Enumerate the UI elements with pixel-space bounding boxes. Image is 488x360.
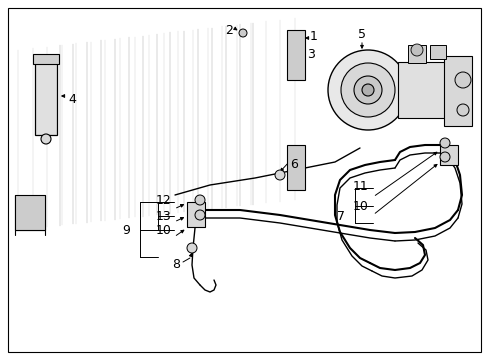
- Circle shape: [353, 76, 381, 104]
- Text: 2: 2: [224, 24, 232, 37]
- Circle shape: [195, 195, 204, 205]
- Circle shape: [274, 170, 285, 180]
- Text: 10: 10: [352, 200, 368, 213]
- Text: 4: 4: [68, 93, 76, 106]
- Text: 9: 9: [122, 224, 130, 237]
- Text: 1: 1: [309, 30, 317, 43]
- Polygon shape: [18, 18, 294, 230]
- Text: 7: 7: [336, 210, 345, 223]
- Bar: [33, 54, 59, 64]
- Circle shape: [340, 63, 394, 117]
- Text: 6: 6: [289, 158, 297, 171]
- Circle shape: [439, 152, 449, 162]
- Circle shape: [454, 72, 470, 88]
- Text: 5: 5: [357, 28, 365, 41]
- Text: 13: 13: [156, 210, 171, 223]
- Text: 12: 12: [156, 194, 171, 207]
- Bar: [286, 30, 305, 80]
- Bar: [407, 45, 425, 63]
- Bar: [35, 60, 57, 135]
- Circle shape: [410, 44, 422, 56]
- Bar: [439, 145, 457, 165]
- Bar: [286, 145, 305, 190]
- Text: 3: 3: [306, 48, 314, 61]
- Circle shape: [361, 84, 373, 96]
- Text: 10: 10: [156, 224, 171, 237]
- Bar: [15, 195, 45, 230]
- Circle shape: [239, 29, 246, 37]
- Circle shape: [439, 138, 449, 148]
- Bar: [397, 62, 447, 118]
- Text: 8: 8: [172, 258, 180, 271]
- Circle shape: [41, 134, 51, 144]
- Bar: [186, 202, 204, 227]
- Text: 11: 11: [352, 180, 368, 193]
- Circle shape: [195, 210, 204, 220]
- Circle shape: [186, 243, 197, 253]
- Circle shape: [327, 50, 407, 130]
- Circle shape: [456, 104, 468, 116]
- Bar: [429, 45, 445, 59]
- Bar: [443, 56, 471, 126]
